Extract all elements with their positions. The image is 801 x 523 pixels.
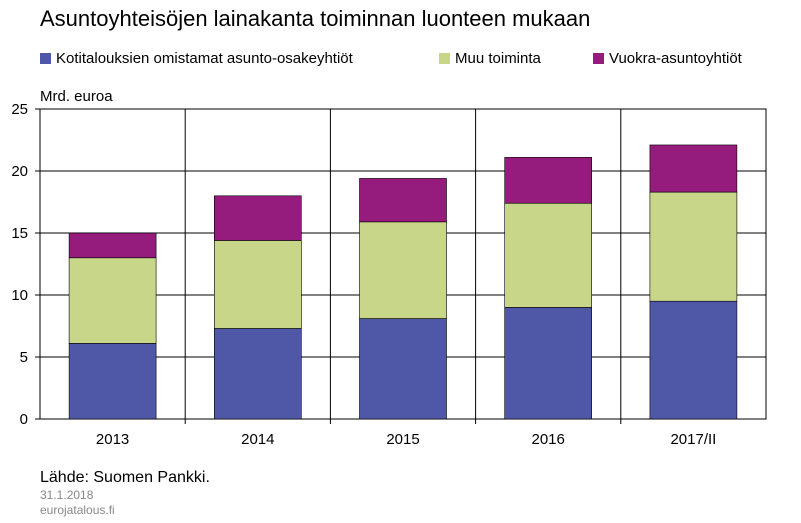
source-note: Lähde: Suomen Pankki. <box>40 469 210 486</box>
x-tick-label: 2015 <box>386 431 419 448</box>
x-tick-label: 2013 <box>96 431 129 448</box>
bar-segment-kotitaloudet-2016 <box>504 307 593 420</box>
legend-item-kotitaloudet: Kotitalouksien omistamat asunto-osakeyht… <box>40 50 353 67</box>
publication-date: 31.1.2018 <box>40 488 94 502</box>
bar-segment-kotitaloudet-2017-II <box>649 300 738 420</box>
legend-swatch-kotitaloudet <box>40 53 51 64</box>
bar-segment-vuokra-2014 <box>214 195 302 241</box>
x-tick-label: 2017/II <box>670 431 716 448</box>
bar-segment-vuokra-2013 <box>68 232 157 259</box>
bar-segment-vuokra-2015 <box>359 178 447 223</box>
bar-segment-kotitaloudet-2013 <box>68 343 157 420</box>
site-name: eurojatalous.fi <box>40 503 115 517</box>
legend-item-vuokra: Vuokra-asuntoyhtiöt <box>593 50 742 67</box>
y-tick-label: 5 <box>20 349 28 366</box>
y-tick-label: 25 <box>11 101 28 118</box>
legend-label-vuokra: Vuokra-asuntoyhtiöt <box>609 50 742 67</box>
legend-item-muu-toiminta: Muu toiminta <box>439 50 541 67</box>
bar-segment-kotitaloudet-2015 <box>359 318 447 420</box>
bar-segment-muu-toiminta-2017-II <box>649 191 738 302</box>
chart-legend: Kotitalouksien omistamat asunto-osakeyht… <box>0 50 801 70</box>
x-tick-label: 2016 <box>532 431 565 448</box>
legend-swatch-muu-toiminta <box>439 53 450 64</box>
bar-segment-vuokra-2016 <box>504 157 593 204</box>
bar-segment-muu-toiminta-2014 <box>214 240 302 329</box>
bar-segment-vuokra-2017-II <box>649 144 738 193</box>
bar-segment-kotitaloudet-2014 <box>214 328 302 420</box>
chart-title: Asuntoyhteisöjen lainakanta toiminnan lu… <box>40 6 591 31</box>
y-tick-label: 15 <box>11 225 28 242</box>
x-tick-label: 2014 <box>241 431 274 448</box>
legend-label-muu-toiminta: Muu toiminta <box>455 50 541 67</box>
legend-label-kotitaloudet: Kotitalouksien omistamat asunto-osakeyht… <box>56 50 353 67</box>
bar-segment-muu-toiminta-2013 <box>68 257 157 344</box>
bar-segment-muu-toiminta-2016 <box>504 202 593 308</box>
y-tick-label: 20 <box>11 163 28 180</box>
legend-swatch-vuokra <box>593 53 604 64</box>
bar-segment-muu-toiminta-2015 <box>359 221 447 319</box>
y-tick-label: 10 <box>11 287 28 304</box>
y-axis-unit-label: Mrd. euroa <box>40 88 113 105</box>
y-tick-label: 0 <box>20 411 28 428</box>
